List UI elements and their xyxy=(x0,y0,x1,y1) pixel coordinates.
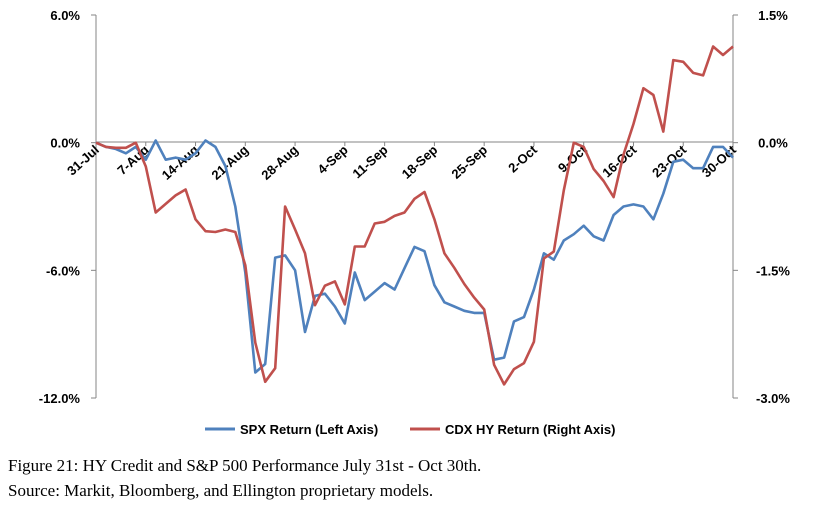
right-tick-label: 1.5% xyxy=(758,8,788,23)
line-chart: 6.0%0.0%-6.0%-12.0% 1.5%0.0%-1.5%-3.0% 3… xyxy=(39,8,791,437)
x-tick-label: 14-Aug xyxy=(159,142,202,183)
legend-label-spx: SPX Return (Left Axis) xyxy=(240,422,378,437)
x-tick-label: 11-Sep xyxy=(349,142,390,181)
left-tick-label: 6.0% xyxy=(50,8,80,23)
x-tick-label: 18-Sep xyxy=(399,142,441,182)
left-tick-label: -12.0% xyxy=(39,391,81,406)
figure-caption: Figure 21: HY Credit and S&P 500 Perform… xyxy=(8,456,482,475)
series-lines xyxy=(95,45,734,386)
x-tick-label: 2-Oct xyxy=(505,142,540,176)
x-tick-label: 25-Sep xyxy=(448,142,490,182)
right-tick-label: -1.5% xyxy=(756,263,790,278)
left-axis-ticks: 6.0% 0.0% -6.0% -12.0% xyxy=(39,8,96,406)
right-tick-label: 0.0% xyxy=(758,136,788,151)
spx-return-line xyxy=(95,139,734,374)
chart-legend: SPX Return (Left Axis) CDX HY Return (Rig… xyxy=(205,422,615,437)
cdx-hy-return-line xyxy=(95,45,734,386)
right-tick-label: -3.0% xyxy=(756,391,790,406)
left-tick-label: 0.0% xyxy=(50,136,80,151)
figure-source: Source: Markit, Bloomberg, and Ellington… xyxy=(8,481,434,500)
x-axis-date-labels: 31-Jul 7-Aug 14-Aug 21-Aug 28-Aug 4-Sep11-Sep… xyxy=(64,142,739,183)
x-tick-label: 28-Aug xyxy=(258,142,301,183)
left-tick-label: -6.0% xyxy=(46,263,80,278)
x-tick-label: 4-Sep xyxy=(314,142,350,177)
right-axis-ticks: 1.5% 0.0% -1.5% -3.0% xyxy=(733,8,790,406)
legend-label-cdx: CDX HY Return (Right Axis) xyxy=(445,422,615,437)
